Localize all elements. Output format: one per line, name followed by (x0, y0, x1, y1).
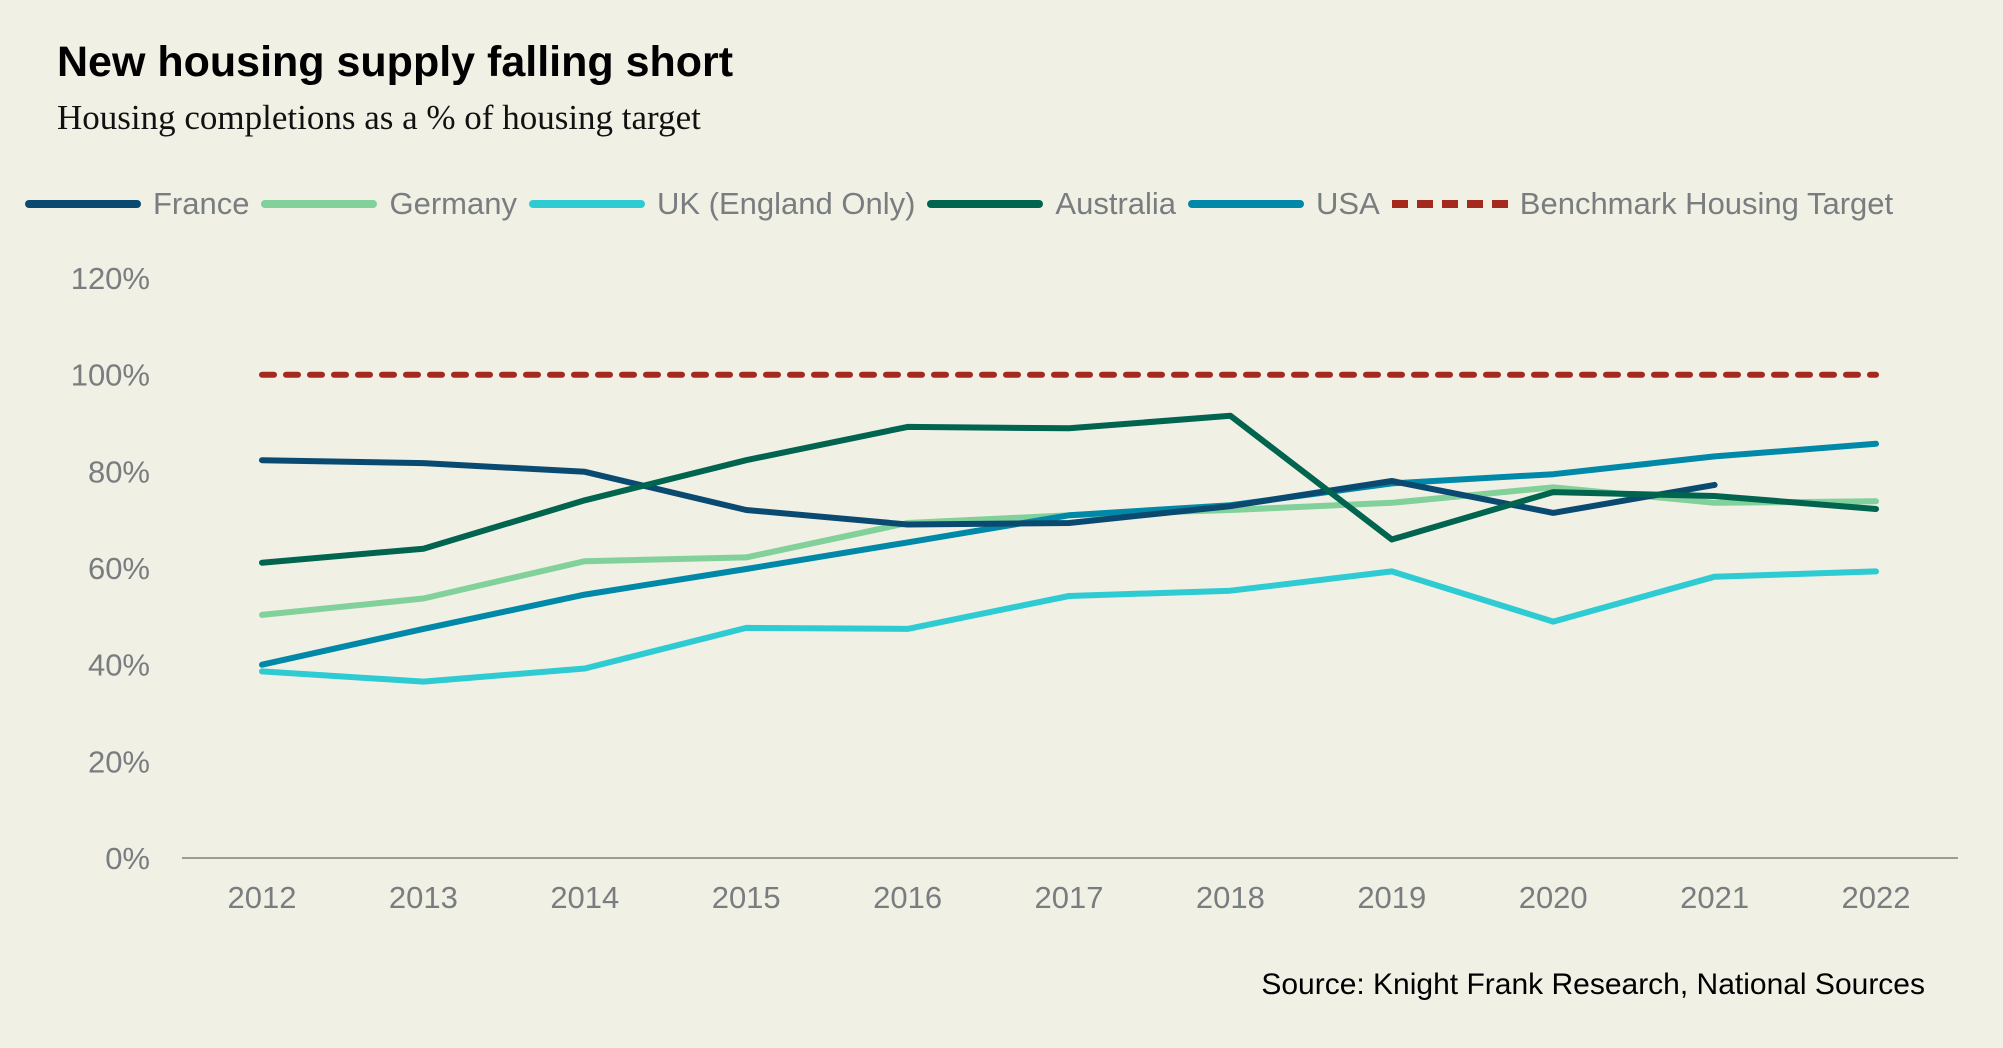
source-note: Source: Knight Frank Research, National … (1261, 968, 1925, 1001)
legend-swatch (927, 200, 1044, 208)
series-line-usa (259, 440, 1879, 668)
x-tick-label: 2021 (1680, 880, 1749, 915)
y-tick-label: 40% (88, 648, 150, 683)
x-tick-label: 2016 (873, 880, 942, 915)
legend-swatch-dashed (1391, 200, 1508, 208)
legend-item-france: France (25, 186, 249, 222)
legend-item-uk: UK (England Only) (528, 186, 916, 222)
x-tick-label: 2012 (228, 880, 297, 915)
legend-label: Germany (389, 186, 517, 221)
legend-label: UK (England Only) (656, 186, 916, 221)
legend-label: USA (1316, 186, 1380, 221)
series-line-uk-england-only (259, 568, 1879, 685)
legend-swatch (25, 200, 141, 208)
x-tick-label: 2020 (1519, 880, 1588, 915)
x-tick-label: 2022 (1842, 880, 1911, 915)
legend-item-benchmark: Benchmark Housing Target (1391, 186, 1894, 222)
x-tick-label: 2015 (712, 880, 781, 915)
x-tick-label: 2013 (389, 880, 458, 915)
y-tick-label: 80% (88, 454, 150, 489)
legend-item-usa: USA (1188, 186, 1380, 222)
legend-item-germany: Germany (261, 186, 517, 222)
y-tick-label: 120% (71, 261, 150, 296)
y-tick-label: 60% (88, 551, 150, 586)
legend-label: France (153, 186, 250, 221)
series-line-australia (259, 412, 1879, 566)
legend-label: Australia (1055, 186, 1177, 221)
legend-label: Benchmark Housing Target (1519, 186, 1894, 221)
chart-title: New housing supply falling short (57, 38, 734, 86)
legend-swatch (1188, 200, 1305, 208)
x-tick-label: 2018 (1196, 880, 1265, 915)
series-line-france (259, 457, 1718, 528)
legend: France Germany UK (England Only) Austral… (25, 186, 1905, 222)
legend-swatch (528, 200, 645, 208)
legend-item-australia: Australia (927, 186, 1176, 222)
x-tick-label: 2017 (1035, 880, 1104, 915)
y-tick-label: 100% (71, 358, 150, 393)
x-tick-label: 2014 (550, 880, 619, 915)
legend-swatch (261, 200, 378, 208)
chart-subtitle: Housing completions as a % of housing ta… (57, 98, 701, 137)
y-tick-label: 20% (88, 744, 150, 779)
x-tick-label: 2019 (1357, 880, 1426, 915)
y-tick-label: 0% (105, 841, 150, 876)
